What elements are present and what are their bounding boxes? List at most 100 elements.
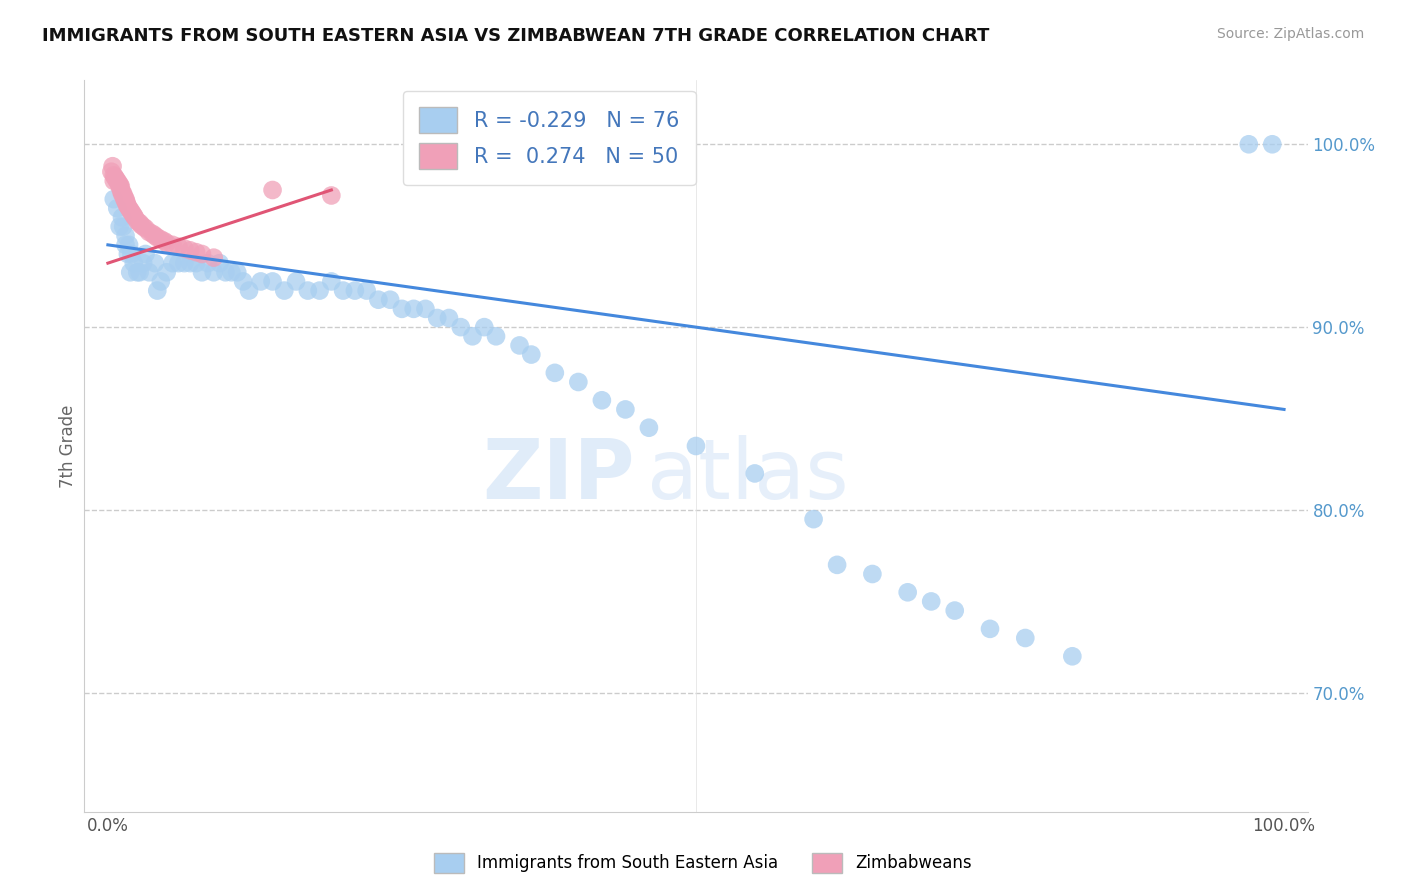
Text: Source: ZipAtlas.com: Source: ZipAtlas.com [1216, 27, 1364, 41]
Point [273, 284, 295, 298]
Point [142, 227, 165, 241]
Point [110, 179, 132, 194]
Point [202, 251, 225, 265]
Point [112, 192, 135, 206]
Point [103, 192, 125, 206]
Point [1261, 137, 1284, 152]
Point [120, 203, 142, 218]
Point [122, 256, 145, 270]
Point [153, 234, 176, 248]
Point [308, 284, 330, 298]
Point [128, 216, 150, 230]
Point [979, 622, 1001, 636]
Point [135, 247, 157, 261]
Point [143, 256, 166, 270]
Point [472, 320, 495, 334]
Point [179, 244, 201, 258]
Point [221, 265, 243, 279]
Point [111, 211, 134, 225]
Point [297, 284, 319, 298]
Point [135, 221, 157, 235]
Point [114, 194, 136, 208]
Point [143, 228, 166, 243]
Point [105, 201, 128, 215]
Point [115, 197, 138, 211]
Point [162, 238, 184, 252]
Point [803, 512, 825, 526]
Point [450, 320, 472, 334]
Point [108, 179, 131, 194]
Point [184, 245, 207, 260]
Point [825, 558, 848, 572]
Point [121, 207, 143, 221]
Text: atlas: atlas [647, 434, 849, 516]
Point [127, 265, 149, 279]
Point [120, 205, 142, 219]
Point [520, 347, 543, 362]
Point [117, 199, 139, 213]
Point [112, 188, 135, 202]
Point [380, 293, 402, 307]
Point [332, 284, 354, 298]
Point [111, 186, 134, 201]
Point [638, 420, 661, 434]
Point [285, 274, 308, 288]
Point [120, 247, 142, 261]
Point [173, 256, 195, 270]
Point [461, 329, 484, 343]
Point [437, 311, 460, 326]
Point [149, 274, 172, 288]
Point [1062, 649, 1084, 664]
Point [103, 169, 125, 183]
Point [614, 402, 637, 417]
Point [208, 256, 231, 270]
Point [367, 293, 389, 307]
Legend: R = -0.229   N = 76, R =  0.274   N = 50: R = -0.229 N = 76, R = 0.274 N = 50 [402, 91, 696, 186]
Point [167, 240, 190, 254]
Point [114, 192, 136, 206]
Point [110, 183, 132, 197]
Point [356, 284, 378, 298]
Point [101, 159, 124, 173]
Point [544, 366, 567, 380]
Point [132, 256, 155, 270]
Point [897, 585, 920, 599]
Point [262, 183, 284, 197]
Point [167, 256, 190, 270]
Point [146, 284, 169, 298]
Point [591, 393, 613, 408]
Point [128, 265, 150, 279]
Point [179, 256, 201, 270]
Point [103, 174, 125, 188]
Point [485, 329, 508, 343]
Point [108, 219, 131, 234]
Point [184, 256, 207, 270]
Point [509, 338, 531, 352]
Point [162, 256, 184, 270]
Point [120, 265, 142, 279]
Point [114, 228, 136, 243]
Point [138, 225, 160, 239]
Point [146, 230, 169, 244]
Point [112, 186, 135, 201]
Point [138, 265, 160, 279]
Point [415, 301, 437, 316]
Legend: Immigrants from South Eastern Asia, Zimbabweans: Immigrants from South Eastern Asia, Zimb… [427, 847, 979, 880]
Point [114, 238, 136, 252]
Point [115, 195, 138, 210]
Point [191, 265, 214, 279]
Text: IMMIGRANTS FROM SOUTH EASTERN ASIA VS ZIMBABWEAN 7TH GRADE CORRELATION CHART: IMMIGRANTS FROM SOUTH EASTERN ASIA VS ZI… [42, 27, 990, 45]
Point [391, 301, 413, 316]
Point [107, 176, 129, 190]
Point [321, 188, 343, 202]
Point [214, 265, 236, 279]
Point [173, 242, 195, 256]
Point [1014, 631, 1036, 645]
Point [156, 235, 179, 250]
Point [744, 467, 766, 481]
Point [105, 172, 128, 186]
Point [108, 178, 131, 192]
Y-axis label: 7th Grade: 7th Grade [59, 404, 77, 488]
Point [100, 164, 122, 178]
Point [197, 256, 219, 270]
